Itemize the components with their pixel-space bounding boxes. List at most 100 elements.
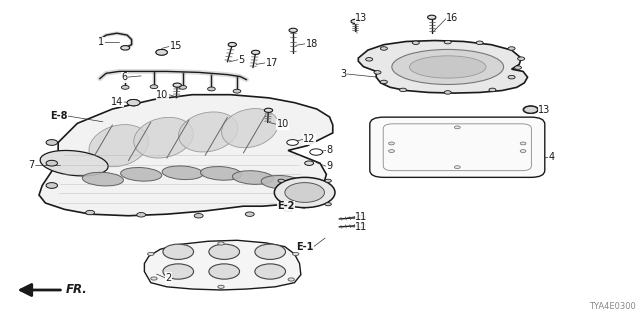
Polygon shape	[358, 41, 527, 93]
Ellipse shape	[444, 40, 451, 44]
Text: 12: 12	[303, 134, 316, 144]
Ellipse shape	[46, 160, 58, 166]
Ellipse shape	[412, 41, 419, 44]
Text: 1: 1	[98, 37, 104, 47]
Text: 5: 5	[238, 55, 244, 65]
Ellipse shape	[255, 264, 285, 279]
Ellipse shape	[221, 108, 278, 148]
Ellipse shape	[310, 149, 323, 155]
Ellipse shape	[122, 85, 129, 89]
Ellipse shape	[209, 244, 239, 260]
Ellipse shape	[156, 50, 168, 55]
Ellipse shape	[179, 112, 238, 152]
Ellipse shape	[194, 213, 203, 218]
Ellipse shape	[520, 142, 526, 145]
Ellipse shape	[46, 140, 58, 145]
Ellipse shape	[162, 166, 204, 180]
Ellipse shape	[255, 244, 285, 260]
Ellipse shape	[289, 28, 298, 32]
Ellipse shape	[40, 150, 108, 176]
Ellipse shape	[121, 46, 130, 50]
Ellipse shape	[325, 203, 332, 206]
Text: E-2: E-2	[277, 201, 294, 211]
Ellipse shape	[357, 215, 365, 220]
Text: 9: 9	[326, 161, 333, 172]
Ellipse shape	[200, 166, 241, 180]
Ellipse shape	[134, 117, 193, 158]
Ellipse shape	[357, 223, 365, 228]
Ellipse shape	[325, 179, 332, 182]
Ellipse shape	[410, 56, 486, 78]
Text: 8: 8	[326, 146, 333, 156]
Ellipse shape	[380, 80, 387, 84]
Text: 14: 14	[111, 97, 124, 107]
Ellipse shape	[508, 76, 515, 79]
Ellipse shape	[388, 150, 394, 153]
Text: 18: 18	[306, 39, 318, 49]
Text: FR.: FR.	[66, 284, 88, 297]
Polygon shape	[145, 240, 301, 290]
Ellipse shape	[228, 43, 236, 47]
Ellipse shape	[515, 66, 522, 69]
Ellipse shape	[264, 108, 273, 112]
Ellipse shape	[285, 183, 324, 202]
Text: 15: 15	[170, 41, 182, 51]
Text: 6: 6	[121, 72, 127, 82]
Ellipse shape	[179, 85, 186, 89]
Ellipse shape	[89, 124, 148, 167]
Ellipse shape	[399, 88, 406, 92]
Ellipse shape	[524, 106, 538, 113]
Ellipse shape	[374, 71, 381, 74]
Text: 13: 13	[355, 13, 367, 23]
Text: 10: 10	[156, 90, 169, 100]
Ellipse shape	[476, 41, 483, 44]
Ellipse shape	[392, 50, 504, 84]
Ellipse shape	[489, 88, 496, 92]
Ellipse shape	[523, 106, 538, 114]
Ellipse shape	[278, 203, 284, 206]
Text: 3: 3	[340, 69, 347, 79]
Ellipse shape	[261, 175, 302, 189]
Text: E-1: E-1	[296, 242, 314, 252]
FancyBboxPatch shape	[370, 117, 545, 177]
Text: 10: 10	[276, 119, 289, 129]
Text: 17: 17	[266, 58, 278, 68]
Text: 7: 7	[28, 160, 35, 170]
Ellipse shape	[127, 100, 140, 106]
Ellipse shape	[520, 150, 526, 153]
Ellipse shape	[388, 142, 394, 145]
Ellipse shape	[292, 252, 299, 256]
Ellipse shape	[252, 50, 260, 54]
Ellipse shape	[288, 278, 294, 281]
Ellipse shape	[218, 242, 224, 245]
Ellipse shape	[278, 179, 284, 182]
Text: TYA4E0300: TYA4E0300	[589, 302, 636, 311]
Ellipse shape	[287, 140, 298, 145]
Text: 13: 13	[538, 105, 550, 115]
Ellipse shape	[150, 85, 158, 89]
Text: 16: 16	[447, 13, 459, 23]
Ellipse shape	[163, 264, 193, 279]
Ellipse shape	[46, 183, 58, 188]
Ellipse shape	[83, 172, 124, 186]
Ellipse shape	[444, 91, 451, 94]
Ellipse shape	[428, 15, 436, 19]
Ellipse shape	[380, 47, 387, 50]
Ellipse shape	[305, 161, 314, 165]
Ellipse shape	[245, 212, 254, 216]
Ellipse shape	[351, 19, 359, 23]
Ellipse shape	[454, 166, 460, 169]
Ellipse shape	[508, 47, 515, 50]
Ellipse shape	[218, 285, 224, 288]
Text: 11: 11	[355, 222, 367, 232]
Text: 11: 11	[355, 212, 367, 222]
Ellipse shape	[163, 244, 193, 260]
Ellipse shape	[156, 50, 168, 55]
Ellipse shape	[127, 100, 140, 106]
Ellipse shape	[518, 57, 525, 60]
Ellipse shape	[365, 58, 372, 61]
Ellipse shape	[151, 277, 157, 280]
Polygon shape	[39, 95, 333, 216]
Ellipse shape	[120, 167, 162, 181]
Ellipse shape	[284, 207, 292, 212]
